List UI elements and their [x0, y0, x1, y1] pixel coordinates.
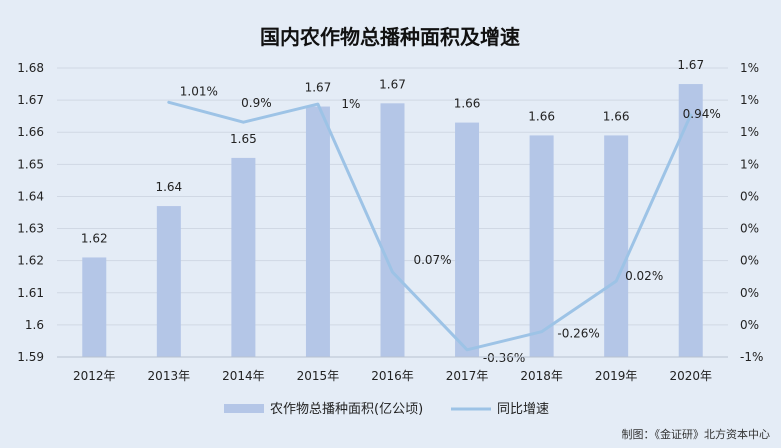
y-right-tick-label: 1%: [740, 61, 759, 75]
bar-value-label: 1.64: [155, 180, 182, 194]
bar: [231, 157, 256, 357]
axes: 1.68 1.67 1.66 1.65 1.64 1.63 1.62 1.61 1.6 1.59 1…: [17, 61, 763, 383]
growth-value-label: 0.9%: [241, 96, 272, 110]
x-tick-label: 2014年: [222, 369, 265, 383]
growth-value-label: 0.07%: [413, 253, 451, 267]
y-right-tick-label: 0%: [740, 189, 759, 203]
bar: [455, 122, 480, 357]
bar-value-label: 1.66: [454, 97, 481, 111]
bar-value-label: 1.66: [528, 109, 555, 123]
bar: [604, 135, 629, 357]
source-note: 制图：《金证研》北方资本中心: [622, 427, 771, 441]
growth-line-path: [167, 100, 693, 352]
bar: [156, 206, 181, 357]
data-labels: 1.62 1.64 1.65 1.67 1.67 1.66 1.66 1.66 1.67 1.01…: [81, 58, 721, 365]
y-right-tick-label: 1%: [740, 93, 759, 107]
y-left-tick-label: 1.6: [25, 318, 44, 332]
growth-line: [167, 100, 693, 352]
legend: 农作物总播种面积(亿公顷) 同比增速: [224, 402, 549, 417]
bar-value-label: 1.65: [230, 132, 257, 146]
growth-value-label: -0.36%: [483, 351, 525, 365]
y-left-tick-label: 1.66: [17, 125, 44, 139]
bar: [82, 257, 107, 357]
legend-bar-label: 农作物总播种面积(亿公顷): [270, 402, 423, 417]
bars: [82, 84, 703, 358]
y-left-tick-label: 1.67: [17, 93, 44, 107]
x-tick-label: 2018年: [520, 369, 563, 383]
bar-value-label: 1.67: [677, 58, 704, 72]
x-tick-label: 2019年: [595, 369, 638, 383]
bar-value-label: 1.67: [379, 77, 406, 91]
y-left-tick-label: 1.68: [17, 61, 44, 75]
y-right-tick-label: 1%: [740, 125, 759, 139]
growth-value-label: 1%: [341, 97, 360, 111]
bar: [529, 135, 554, 357]
growth-value-label: -0.26%: [557, 327, 599, 341]
x-tick-label: 2016年: [371, 369, 414, 383]
growth-value-label: 1.01%: [180, 84, 218, 98]
y-left-tick-label: 1.63: [17, 222, 44, 236]
bar-value-label: 1.66: [603, 109, 630, 123]
y-right-tick-label: 0%: [740, 222, 759, 236]
growth-value-label: 0.02%: [625, 269, 663, 283]
y-left-tick-label: 1.59: [17, 350, 44, 364]
x-tick-label: 2013年: [148, 369, 191, 383]
y-left-tick-label: 1.64: [17, 189, 44, 203]
x-tick-label: 2020年: [669, 369, 712, 383]
y-left-tick-label: 1.62: [17, 254, 44, 268]
x-tick-label: 2012年: [73, 369, 116, 383]
bar-value-label: 1.62: [81, 231, 108, 245]
legend-bar-swatch: [224, 404, 264, 413]
y-left-tick-label: 1.65: [17, 157, 44, 171]
y-right-tick-label: 0%: [740, 318, 759, 332]
growth-value-label: 0.94%: [683, 107, 721, 121]
x-tick-label: 2015年: [297, 369, 340, 383]
chart-title: 国内农作物总播种面积及增速: [260, 25, 520, 49]
bar: [305, 106, 330, 358]
y-right-tick-label: 0%: [740, 254, 759, 268]
bar: [678, 84, 703, 358]
y-left-tick-label: 1.61: [17, 286, 44, 300]
y-right-tick-label: -1%: [740, 350, 763, 364]
legend-line-label: 同比增速: [497, 402, 549, 417]
x-tick-label: 2017年: [446, 369, 489, 383]
y-right-tick-label: 1%: [740, 157, 759, 171]
y-right-tick-label: 0%: [740, 286, 759, 300]
bar-value-label: 1.67: [305, 81, 332, 95]
bar: [380, 103, 405, 357]
